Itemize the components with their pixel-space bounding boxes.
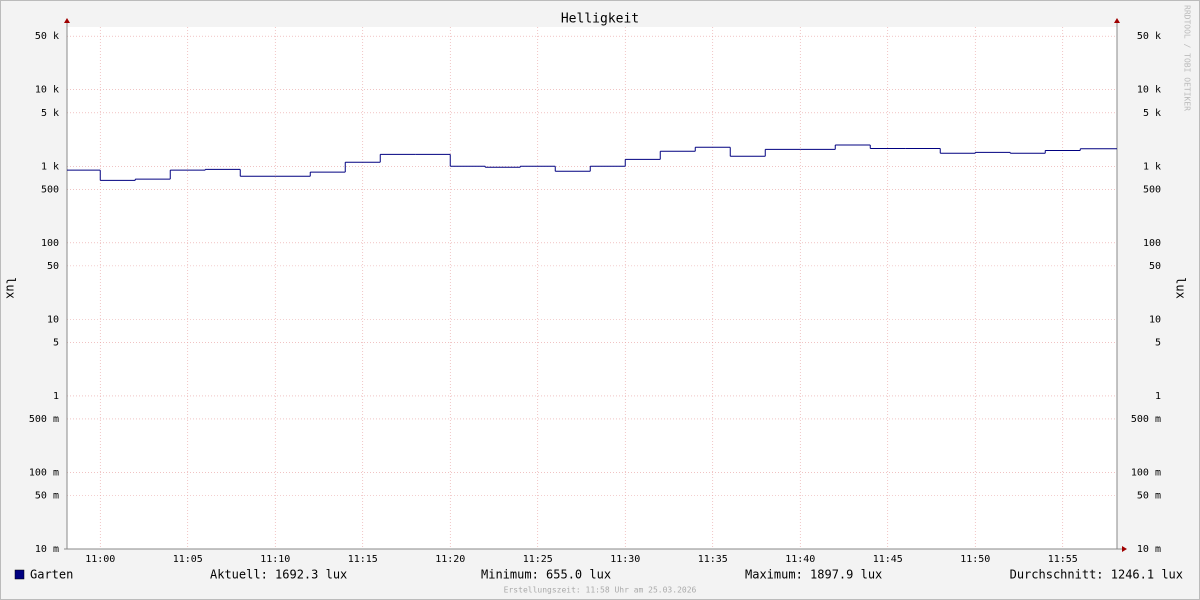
watermark: RRDTOOL / TOBI OETIKER [1183,5,1192,111]
x-tick-label: 11:05 [173,554,203,565]
y-tick-label-right: 1 k [1143,161,1161,172]
x-tick-label: 11:35 [698,554,728,565]
axis-arrow [1122,546,1127,552]
y-tick-label: 10 k [35,85,59,96]
y-axis-label: lux [4,277,18,299]
y-tick-label-right: 50 [1149,261,1161,272]
y-tick-label: 5 k [41,108,59,119]
y-tick-label: 10 [47,314,59,325]
x-tick-label: 11:45 [873,554,903,565]
y-tick-label-right: 5 [1155,337,1161,348]
y-tick-label-right: 1 [1155,391,1161,402]
y-tick-label-right: 100 [1143,238,1161,249]
stat-text: Aktuell: 1692.3 lux [210,568,347,582]
y-tick-label-right: 50 m [1137,490,1161,501]
axis-arrow [64,18,70,23]
y-tick-label: 5 [53,337,59,348]
y-tick-label: 500 m [29,414,59,425]
y-tick-label: 100 m [29,467,59,478]
legend-label: Garten [30,568,73,582]
x-tick-label: 11:55 [1048,554,1078,565]
axis-arrow [1114,18,1120,23]
x-tick-label: 11:15 [348,554,378,565]
y-tick-label-right: 500 [1143,184,1161,195]
x-tick-label: 11:10 [260,554,290,565]
stat-text: Durchschnitt: 1246.1 lux [1010,568,1183,582]
y-tick-label-right: 50 k [1137,31,1161,42]
x-tick-label: 11:25 [523,554,553,565]
legend-swatch [14,569,25,580]
y-axis-label-right: lux [1174,277,1188,299]
plot-area [67,27,1117,549]
y-tick-label-right: 10 k [1137,85,1161,96]
y-tick-label: 500 [41,184,59,195]
x-tick-label: 11:40 [785,554,815,565]
y-tick-label: 100 [41,238,59,249]
y-tick-label: 50 k [35,31,59,42]
chart-title: Helligkeit [561,12,639,27]
y-tick-label-right: 5 k [1143,108,1161,119]
footnote: Erstellungszeit: 11:58 Uhr am 25.03.2026 [504,586,697,595]
x-tick-label: 11:30 [610,554,640,565]
y-tick-label-right: 10 m [1137,544,1161,555]
y-tick-label: 1 [53,391,59,402]
y-tick-label-right: 500 m [1131,414,1161,425]
y-tick-label: 10 m [35,544,59,555]
x-tick-label: 11:20 [435,554,465,565]
stat-text: Minimum: 655.0 lux [481,568,611,582]
y-tick-label: 1 k [41,161,59,172]
y-tick-label-right: 100 m [1131,467,1161,478]
x-tick-label: 11:50 [960,554,990,565]
stat-text: Maximum: 1897.9 lux [745,568,882,582]
x-tick-label: 11:00 [85,554,115,565]
y-tick-label: 50 [47,261,59,272]
y-tick-label: 50 m [35,490,59,501]
y-tick-label-right: 10 [1149,314,1161,325]
